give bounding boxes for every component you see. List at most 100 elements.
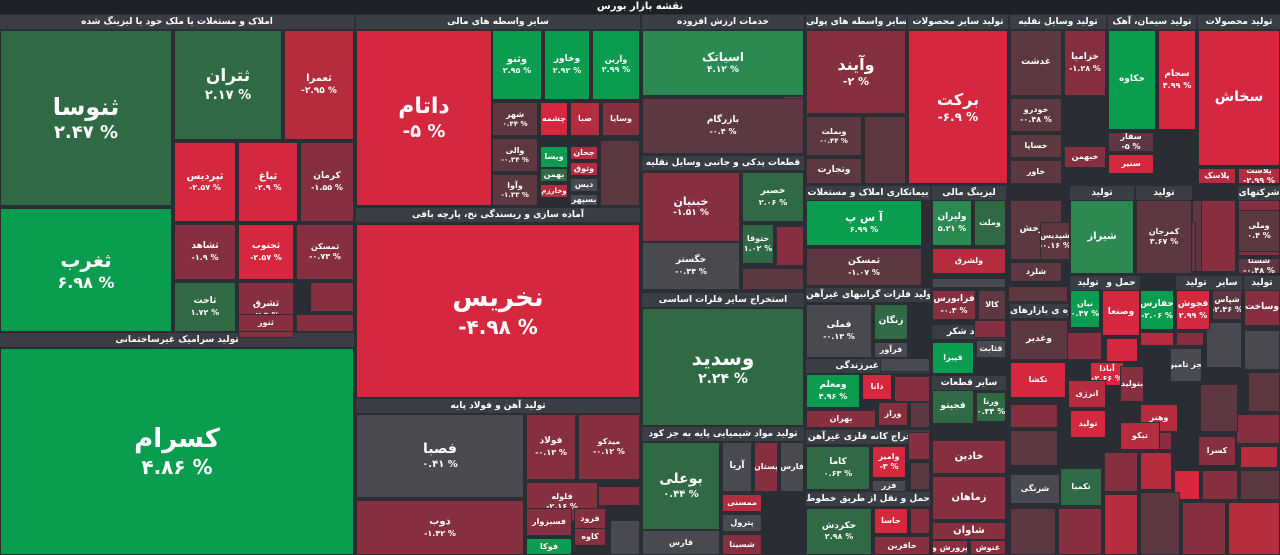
stock-tile[interactable]: ممسنی: [722, 494, 762, 512]
stock-tile[interactable]: تیکو: [1120, 422, 1160, 450]
stock-tile[interactable]: [894, 376, 930, 402]
stock-tile[interactable]: دانا: [862, 374, 892, 400]
stock-tile[interactable]: خاور: [1010, 160, 1062, 184]
stock-tile[interactable]: وملت: [974, 200, 1006, 246]
stock-tile[interactable]: [1058, 508, 1102, 555]
stock-tile[interactable]: وآیند -۲ %: [806, 30, 906, 114]
stock-tile[interactable]: حاسا: [874, 508, 908, 534]
stock-tile[interactable]: [1106, 338, 1138, 362]
stock-tile[interactable]: فملی -۰.۱۳ %: [806, 304, 872, 358]
stock-tile[interactable]: خبهمن: [1064, 146, 1106, 168]
stock-tile[interactable]: بهمن: [540, 168, 568, 182]
stock-tile[interactable]: بوعلی ۰.۴۴ %: [642, 442, 720, 530]
stock-tile[interactable]: وسایا: [602, 102, 640, 136]
stock-tile[interactable]: [1240, 470, 1280, 500]
stock-tile[interactable]: [1200, 200, 1236, 272]
stock-tile[interactable]: [1010, 508, 1056, 555]
stock-tile[interactable]: وثنو ۲.۹۵ %: [492, 30, 542, 100]
stock-tile[interactable]: ثاخت ۱.۷۲ %: [174, 282, 236, 332]
stock-tile[interactable]: خصبر ۲.۰۶ %: [742, 172, 804, 222]
stock-tile[interactable]: شپاس -۲.۴۶ %: [1212, 290, 1242, 320]
stock-tile[interactable]: وخارزم: [540, 184, 568, 198]
stock-tile[interactable]: [610, 520, 640, 555]
stock-tile[interactable]: وآوا -۱.۳۳ %: [492, 174, 538, 206]
stock-tile[interactable]: بهران: [806, 410, 876, 428]
stock-tile[interactable]: [864, 116, 906, 184]
stock-tile[interactable]: ثتران ۲.۱۷ %: [174, 30, 282, 140]
stock-tile[interactable]: [1174, 470, 1200, 500]
stock-tile[interactable]: وتجارت: [806, 158, 862, 184]
stock-tile[interactable]: خساپا: [1010, 134, 1062, 158]
stock-tile[interactable]: خودرو -۰.۴۸ %: [1010, 98, 1062, 132]
stock-tile[interactable]: [1010, 404, 1058, 428]
stock-tile[interactable]: فرود: [574, 508, 606, 530]
stock-tile[interactable]: پلاسک: [1198, 168, 1236, 184]
stock-tile[interactable]: [1010, 430, 1058, 466]
stock-tile[interactable]: [600, 140, 640, 206]
stock-tile[interactable]: ولشرق: [932, 248, 1006, 274]
stock-tile[interactable]: [1008, 286, 1068, 302]
stock-tile[interactable]: بازرگام -۰.۴ %: [642, 98, 804, 154]
stock-tile[interactable]: فزر: [872, 480, 906, 492]
stock-tile[interactable]: [742, 268, 804, 290]
stock-tile[interactable]: شلرد: [1010, 262, 1062, 282]
stock-tile[interactable]: وصنعا: [1102, 290, 1140, 336]
stock-tile[interactable]: ثمسکن -۰.۷۳ %: [296, 224, 354, 280]
stock-tile[interactable]: ثنور: [238, 314, 294, 332]
stock-tile[interactable]: ختوقا ۱.۰۲ %: [742, 224, 774, 264]
stock-tile[interactable]: [1176, 332, 1204, 346]
stock-tile[interactable]: خکاوه: [1108, 30, 1156, 130]
stock-tile[interactable]: وثوق: [570, 162, 598, 176]
stock-tile[interactable]: نیان ۰.۴۷ %: [1070, 290, 1100, 328]
stock-tile[interactable]: بتولید: [1120, 366, 1144, 402]
stock-tile[interactable]: اسیاتک ۴.۱۲ %: [642, 30, 804, 96]
stock-tile[interactable]: [1104, 494, 1138, 555]
stock-tile[interactable]: ثشاهد -۱.۹ %: [174, 224, 236, 280]
stock-tile[interactable]: [1182, 502, 1226, 555]
stock-tile[interactable]: حفارس -۲.۰۶ %: [1140, 290, 1174, 330]
stock-tile[interactable]: وامیر -۳ %: [872, 446, 906, 478]
stock-tile[interactable]: [1248, 372, 1280, 412]
stock-tile[interactable]: خبنیان -۱.۵۱ %: [642, 172, 740, 242]
stock-tile[interactable]: [910, 508, 930, 534]
stock-tile[interactable]: خادین: [932, 440, 1006, 474]
stock-tile[interactable]: کسرام ۴.۸۶ %: [0, 348, 354, 555]
stock-tile[interactable]: صبا: [570, 102, 600, 136]
stock-tile[interactable]: حافرین: [874, 536, 930, 555]
stock-tile[interactable]: وملی ۰.۴ %: [1238, 210, 1280, 252]
stock-tile[interactable]: قجیتو: [932, 390, 974, 424]
stock-tile[interactable]: میدکو -۰.۱۲ %: [578, 414, 640, 480]
stock-tile[interactable]: کرمان -۱.۵۵ %: [300, 142, 354, 222]
stock-tile[interactable]: غدشت: [1010, 30, 1062, 96]
stock-tile[interactable]: [908, 432, 930, 460]
stock-tile[interactable]: زنگان: [874, 304, 908, 340]
stock-tile[interactable]: وخاور ۲.۹۲ %: [544, 30, 590, 100]
stock-tile[interactable]: داتام -۵ %: [356, 30, 492, 206]
stock-tile[interactable]: شستا -۰.۴۸ %: [1238, 258, 1280, 274]
stock-tile[interactable]: [1140, 452, 1172, 490]
stock-tile[interactable]: ثپردیس -۲.۵۷ %: [174, 142, 236, 222]
stock-tile[interactable]: [1244, 330, 1280, 370]
stock-tile[interactable]: وبملت -۰.۴۴ %: [806, 116, 862, 156]
stock-tile[interactable]: حکردش ۲.۹۸ %: [806, 508, 872, 555]
stock-tile[interactable]: [598, 486, 640, 506]
stock-tile[interactable]: ثجنوب -۲.۵۷ %: [238, 224, 294, 280]
stock-tile[interactable]: فارس: [780, 442, 804, 492]
stock-tile[interactable]: شیراز: [1070, 200, 1134, 274]
stock-tile[interactable]: غنوش: [970, 540, 1006, 555]
stock-tile[interactable]: ومعلم ۴.۹۶ %: [806, 374, 860, 408]
stock-tile[interactable]: فولاد -۰.۱۳ %: [526, 414, 576, 480]
stock-tile[interactable]: نخریس -۴.۹۸ %: [356, 224, 640, 398]
stock-tile[interactable]: سنیر: [1108, 154, 1154, 174]
stock-tile[interactable]: کاما ۰.۶۳ %: [806, 446, 870, 490]
stock-tile[interactable]: ثعمرا -۲.۹۵ %: [284, 30, 354, 140]
stock-tile[interactable]: [974, 320, 1006, 338]
stock-tile[interactable]: برکت -۶.۹ %: [908, 30, 1008, 184]
stock-tile[interactable]: تکمبا: [1060, 468, 1102, 506]
stock-tile[interactable]: پلاست -۲.۹۹ %: [1238, 168, 1280, 184]
stock-tile[interactable]: تکشا: [1010, 362, 1066, 398]
stock-tile[interactable]: سخاش: [1198, 30, 1280, 166]
stock-tile[interactable]: [1104, 452, 1138, 492]
stock-tile[interactable]: کاوه: [574, 528, 606, 546]
stock-tile[interactable]: [1140, 332, 1174, 346]
